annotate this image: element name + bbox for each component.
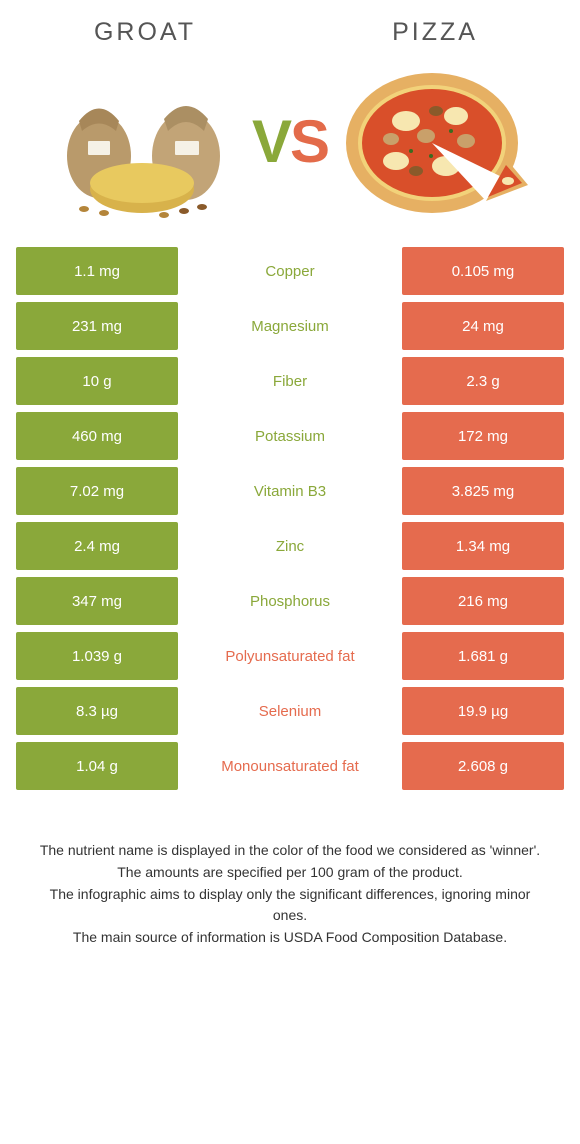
hero-row: VS — [0, 55, 580, 247]
table-row: 460 mgPotassium172 mg — [16, 412, 564, 460]
left-value: 1.039 g — [16, 632, 178, 680]
right-value: 2.608 g — [402, 742, 564, 790]
groat-image — [44, 61, 244, 221]
left-value: 8.3 µg — [16, 687, 178, 735]
header-row: GROAT PIZZA — [0, 0, 580, 55]
footnote-line: The nutrient name is displayed in the co… — [36, 840, 544, 861]
nutrient-label: Magnesium — [178, 302, 402, 350]
right-value: 24 mg — [402, 302, 564, 350]
vs-s: S — [290, 108, 328, 175]
right-value: 2.3 g — [402, 357, 564, 405]
nutrient-label: Monounsaturated fat — [178, 742, 402, 790]
right-value: 1.681 g — [402, 632, 564, 680]
nutrient-label: Copper — [178, 247, 402, 295]
table-row: 1.1 mgCopper0.105 mg — [16, 247, 564, 295]
right-value: 3.825 mg — [402, 467, 564, 515]
nutrient-label: Polyunsaturated fat — [178, 632, 402, 680]
footnote-line: The infographic aims to display only the… — [36, 884, 544, 926]
table-row: 1.04 gMonounsaturated fat2.608 g — [16, 742, 564, 790]
nutrient-label: Vitamin B3 — [178, 467, 402, 515]
right-value: 172 mg — [402, 412, 564, 460]
table-row: 1.039 gPolyunsaturated fat1.681 g — [16, 632, 564, 680]
table-row: 10 gFiber2.3 g — [16, 357, 564, 405]
nutrient-label: Potassium — [178, 412, 402, 460]
nutrient-label: Selenium — [178, 687, 402, 735]
comparison-table: 1.1 mgCopper0.105 mg 231 mgMagnesium24 mg… — [0, 247, 580, 790]
right-value: 19.9 µg — [402, 687, 564, 735]
left-food-title: GROAT — [0, 18, 290, 47]
right-food-title: PIZZA — [290, 18, 580, 47]
nutrient-label: Fiber — [178, 357, 402, 405]
table-row: 8.3 µgSelenium19.9 µg — [16, 687, 564, 735]
table-row: 231 mgMagnesium24 mg — [16, 302, 564, 350]
table-row: 7.02 mgVitamin B33.825 mg — [16, 467, 564, 515]
table-row: 2.4 mgZinc1.34 mg — [16, 522, 564, 570]
vs-v: V — [252, 108, 290, 175]
footnote-line: The amounts are specified per 100 gram o… — [36, 862, 544, 883]
right-value: 216 mg — [402, 577, 564, 625]
nutrient-label: Phosphorus — [178, 577, 402, 625]
table-row: 347 mgPhosphorus216 mg — [16, 577, 564, 625]
left-value: 347 mg — [16, 577, 178, 625]
left-value: 7.02 mg — [16, 467, 178, 515]
right-value: 0.105 mg — [402, 247, 564, 295]
nutrient-label: Zinc — [178, 522, 402, 570]
vs-label: VS — [252, 107, 328, 176]
left-value: 460 mg — [16, 412, 178, 460]
footnotes: The nutrient name is displayed in the co… — [0, 790, 580, 948]
pizza-image — [336, 61, 536, 221]
right-value: 1.34 mg — [402, 522, 564, 570]
footnote-line: The main source of information is USDA F… — [36, 927, 544, 948]
left-value: 1.1 mg — [16, 247, 178, 295]
left-value: 231 mg — [16, 302, 178, 350]
left-value: 1.04 g — [16, 742, 178, 790]
left-value: 2.4 mg — [16, 522, 178, 570]
left-value: 10 g — [16, 357, 178, 405]
